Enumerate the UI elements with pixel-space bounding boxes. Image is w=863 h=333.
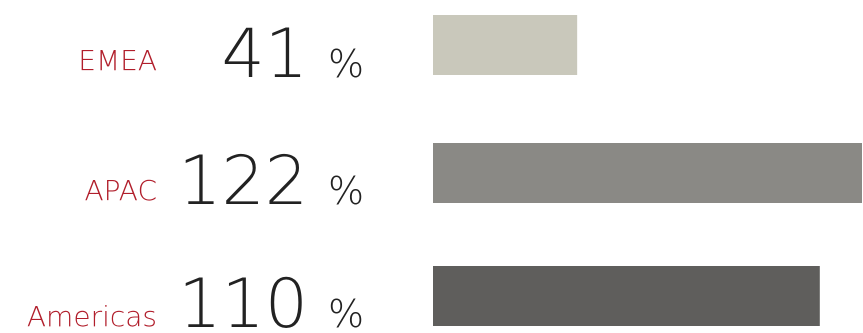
value-label-apac: 122	[178, 142, 308, 221]
value-label-americas: 110	[178, 265, 308, 333]
bar-apac	[433, 143, 862, 203]
unit-label-emea: %	[328, 42, 364, 86]
bar-emea	[433, 15, 578, 75]
category-label-americas: Americas	[27, 300, 157, 333]
value-label-emea: 41	[221, 15, 308, 94]
category-label-emea: EMEA	[78, 44, 157, 77]
bar-americas	[433, 266, 820, 326]
category-label-apac: APAC	[85, 174, 157, 207]
unit-label-americas: %	[328, 292, 364, 333]
unit-label-apac: %	[328, 169, 364, 213]
